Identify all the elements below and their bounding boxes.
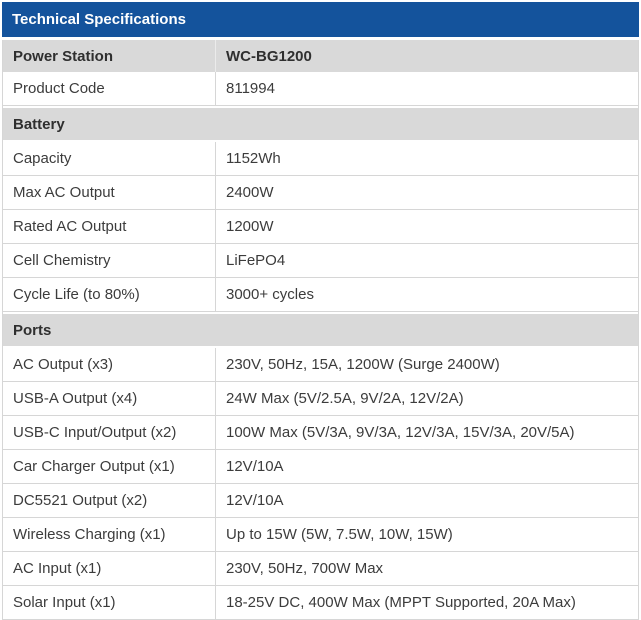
spec-value: 230V, 50Hz, 700W Max bbox=[215, 552, 638, 585]
table-title-bar: Technical Specifications bbox=[2, 2, 639, 37]
table-title: Technical Specifications bbox=[12, 11, 186, 28]
spec-value: WC-BG1200 bbox=[215, 40, 638, 72]
spec-label: USB-C Input/Output (x2) bbox=[13, 424, 177, 441]
spec-value: 1200W bbox=[215, 210, 638, 243]
spec-label: Max AC Output bbox=[13, 184, 115, 201]
spec-label: Wireless Charging (x1) bbox=[13, 526, 166, 543]
section-header-row: Ports bbox=[3, 314, 638, 346]
section-header-row: Battery bbox=[3, 108, 638, 140]
spec-value: LiFePO4 bbox=[215, 244, 638, 277]
spec-value: 18-25V DC, 400W Max (MPPT Supported, 20A… bbox=[215, 586, 638, 619]
spec-row: USB-C Input/Output (x2) 100W Max (5V/3A, … bbox=[3, 416, 638, 450]
spec-label: DC5521 Output (x2) bbox=[13, 492, 148, 509]
spec-label: Rated AC Output bbox=[13, 218, 127, 235]
spec-value: 230V, 50Hz, 15A, 1200W (Surge 2400W) bbox=[215, 348, 638, 381]
spec-row: AC Input (x1) 230V, 50Hz, 700W Max bbox=[3, 552, 638, 586]
spec-value: 1152Wh bbox=[215, 142, 638, 175]
spec-label: Product Code bbox=[13, 80, 105, 97]
spec-value: 12V/10A bbox=[215, 484, 638, 517]
spec-label: AC Input (x1) bbox=[13, 560, 102, 577]
section-title: Ports bbox=[13, 321, 52, 339]
spec-value: 2400W bbox=[215, 176, 638, 209]
pair-header-row: Power Station WC-BG1200 bbox=[3, 40, 638, 72]
spec-row: Car Charger Output (x1) 12V/10A bbox=[3, 450, 638, 484]
spec-row: Max AC Output 2400W bbox=[3, 176, 638, 210]
spec-value: 3000+ cycles bbox=[215, 278, 638, 311]
spec-value: 12V/10A bbox=[215, 450, 638, 483]
spec-row: Wireless Charging (x1) Up to 15W (5W, 7.5… bbox=[3, 518, 638, 552]
spec-row: Cycle Life (to 80%) 3000+ cycles bbox=[3, 278, 638, 312]
spec-label: Capacity bbox=[13, 150, 72, 167]
spec-row: DC5521 Output (x2) 12V/10A bbox=[3, 484, 638, 518]
spec-label: Power Station bbox=[13, 47, 114, 65]
spec-row: Product Code 811994 bbox=[3, 72, 638, 106]
spec-row: Rated AC Output 1200W bbox=[3, 210, 638, 244]
spec-label: Cell Chemistry bbox=[13, 252, 111, 269]
spec-row: Cell Chemistry LiFePO4 bbox=[3, 244, 638, 278]
spec-value: 24W Max (5V/2.5A, 9V/2A, 12V/2A) bbox=[215, 382, 638, 415]
spec-label: Solar Input (x1) bbox=[13, 594, 116, 611]
spec-label: Cycle Life (to 80%) bbox=[13, 286, 140, 303]
spec-row: USB-A Output (x4) 24W Max (5V/2.5A, 9V/2A… bbox=[3, 382, 638, 416]
spec-row: Capacity 1152Wh bbox=[3, 142, 638, 176]
spec-row: AC Output (x3) 230V, 50Hz, 15A, 1200W (Su… bbox=[3, 348, 638, 382]
spec-value: 811994 bbox=[215, 72, 638, 105]
spec-label: USB-A Output (x4) bbox=[13, 390, 138, 407]
spec-label: AC Output (x3) bbox=[13, 356, 114, 373]
section-title: Battery bbox=[13, 115, 65, 133]
spec-table: Power Station WC-BG1200 Product Code 811994… bbox=[2, 40, 639, 620]
spec-label: Car Charger Output (x1) bbox=[13, 458, 175, 475]
spec-value: 100W Max (5V/3A, 9V/3A, 12V/3A, 15V/3A, … bbox=[215, 416, 638, 449]
spec-row: Solar Input (x1) 18-25V DC, 400W Max (MPP… bbox=[3, 586, 638, 620]
spec-value: Up to 15W (5W, 7.5W, 10W, 15W) bbox=[215, 518, 638, 551]
